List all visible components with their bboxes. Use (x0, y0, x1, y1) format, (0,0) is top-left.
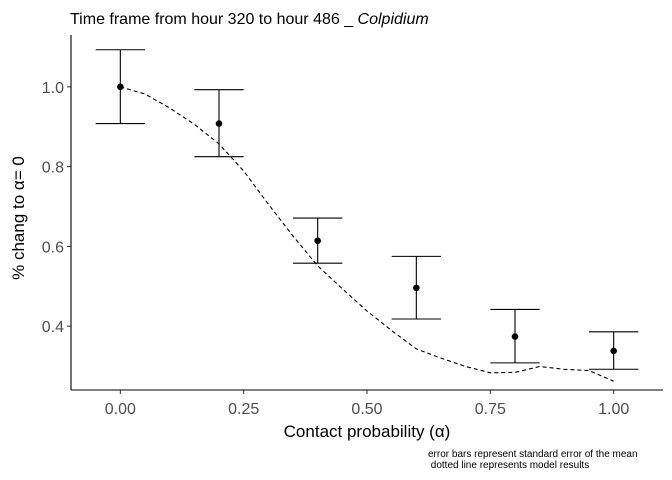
y-axis-ticks: 0.4 0.6 0.8 1.0 (42, 80, 71, 336)
model-line (120, 86, 614, 382)
y-tick-label: 1.0 (42, 80, 64, 97)
y-tick-label: 0.8 (42, 160, 64, 177)
y-tick-label: 0.6 (42, 239, 64, 256)
data-point (215, 120, 223, 127)
data-point (314, 237, 321, 245)
data-point (511, 333, 519, 340)
note-error-bars: error bars represent standard error of t… (428, 449, 638, 460)
x-tick-label: 0.50 (351, 401, 382, 418)
x-tick-label: 0.25 (228, 401, 259, 418)
chart-title-text: Time frame from hour 320 to hour 486 _ (70, 11, 358, 28)
data-point (610, 347, 617, 355)
chart-title: Time frame from hour 320 to hour 486 _ C… (70, 11, 429, 28)
x-tick-label: 0.00 (105, 401, 136, 418)
error-bars (95, 49, 639, 370)
x-axis-ticks: 0.00 0.25 0.50 0.75 1.00 (105, 390, 629, 418)
chart-title-italic: Colpidium (358, 11, 429, 28)
data-point (117, 83, 124, 91)
note-model-line: dotted line represents model results (428, 460, 589, 471)
x-tick-label: 0.75 (475, 401, 506, 418)
data-points (117, 83, 617, 355)
x-axis-title: Contact probability (α) (284, 422, 451, 441)
x-tick-label: 1.00 (598, 401, 629, 418)
data-point (413, 284, 420, 292)
model-dashed-line (120, 86, 614, 382)
y-axis-title: % chang to α= 0 (9, 156, 28, 280)
y-tick-label: 0.4 (42, 319, 64, 336)
